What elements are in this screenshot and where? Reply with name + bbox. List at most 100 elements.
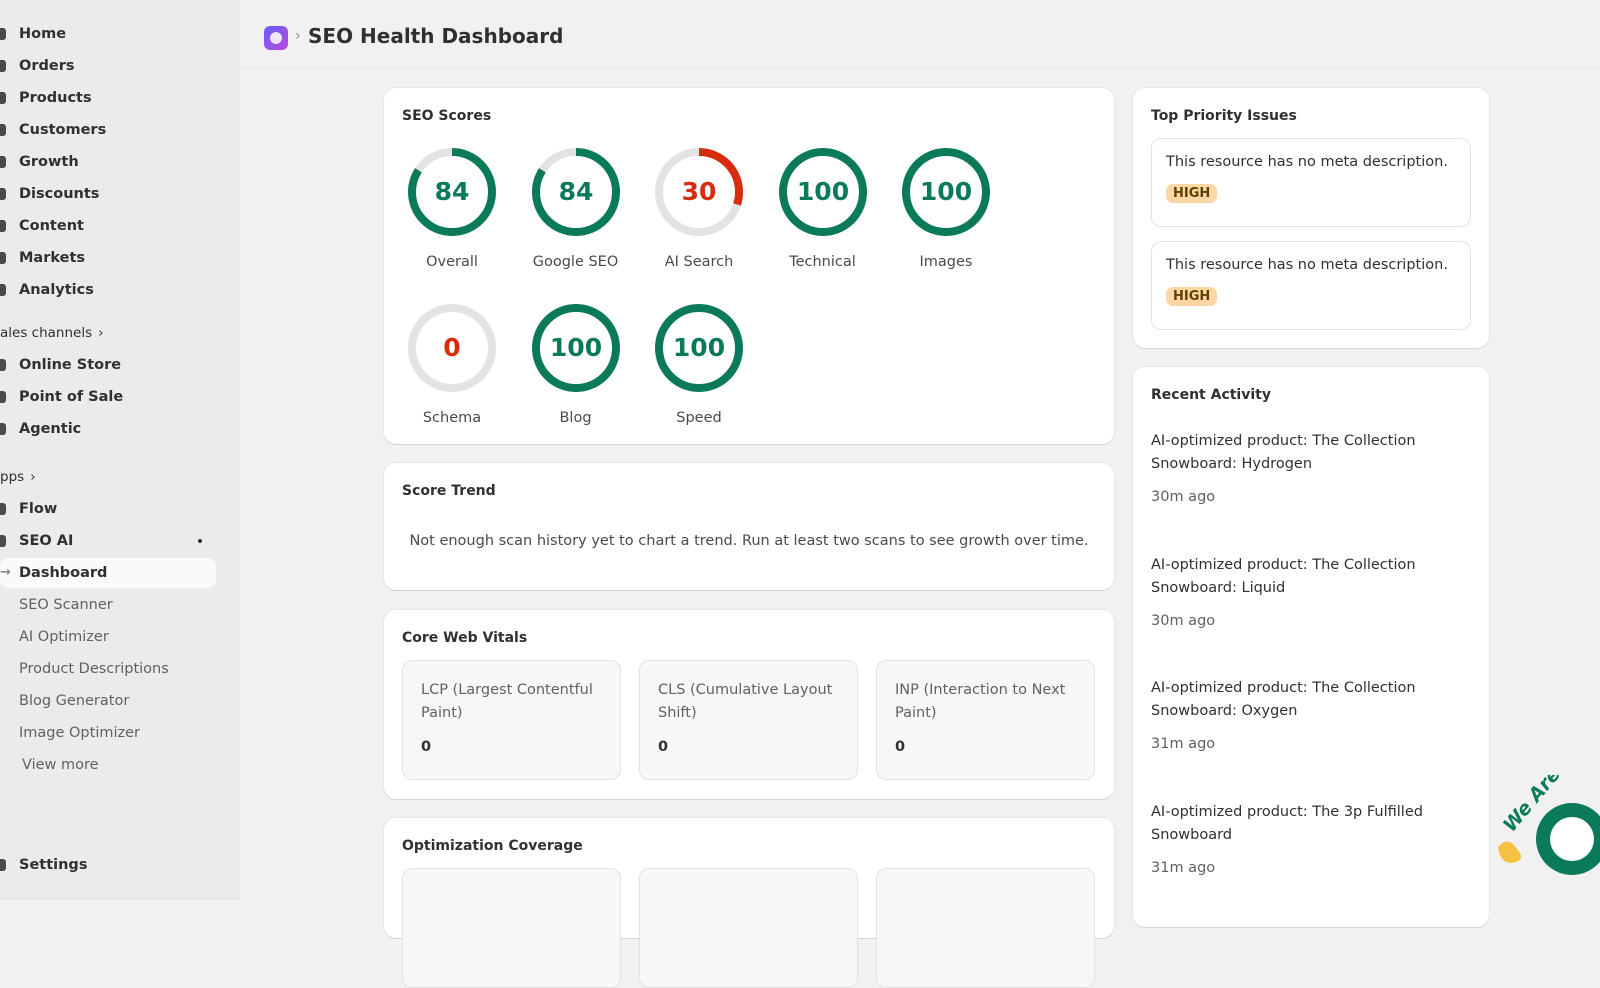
vital-value: 0: [421, 739, 432, 755]
activity-time: 30m ago: [1151, 612, 1216, 629]
nav-item[interactable]: Online Store: [0, 350, 216, 380]
nav-item[interactable]: AI Optimizer: [19, 629, 109, 645]
activity-time: 31m ago: [1151, 736, 1216, 753]
coverage-tile: [639, 868, 858, 988]
score-gauge: 30 AI Search: [649, 144, 749, 270]
nav-item[interactable]: Settings: [0, 850, 216, 880]
vital-label: LCP (Largest Contentful Paint): [421, 682, 593, 721]
issue-item[interactable]: This resource has no meta description. HI…: [1151, 241, 1471, 330]
gauge-arc: [655, 148, 743, 236]
nav-icon: [0, 359, 6, 371]
score-gauge: 84 Google SEO: [526, 144, 626, 270]
nav-item[interactable]: Flow: [0, 494, 216, 524]
gauge-label: Google SEO: [532, 254, 619, 270]
gauge-label: Schema: [422, 409, 482, 426]
nav-item[interactable]: Home: [0, 19, 216, 49]
gauge-value: 100: [796, 177, 848, 206]
vital-value: 0: [658, 739, 669, 755]
gauge-ring: 30: [655, 148, 743, 236]
app-icon: [264, 26, 288, 50]
nav-icon: [0, 391, 6, 403]
card-title: Core Web Vitals: [402, 630, 528, 646]
score-gauge: 100 Images: [896, 144, 996, 270]
activity-item: AI-optimized product: The 3p Fulfilled S…: [1151, 801, 1451, 876]
activity-item: AI-optimized product: The Collection Sno…: [1151, 677, 1451, 752]
gauge-arc: [408, 148, 496, 236]
chevron: ›: [98, 325, 104, 341]
nav-item[interactable]: Products: [0, 83, 216, 113]
gauge-arc: [531, 303, 620, 392]
nav-item[interactable]: Content: [0, 211, 216, 241]
vital-tile: LCP (Largest Contentful Paint) 0: [402, 660, 621, 780]
card-title: SEO Scores: [402, 108, 492, 124]
nav-item[interactable]: Blog Generator: [19, 693, 130, 709]
nav-icon: [0, 60, 6, 72]
gauge-ring: 0: [408, 303, 496, 392]
nav-item[interactable]: Point of Sale: [0, 382, 216, 412]
gauge-arc: [531, 148, 620, 236]
issue-text: This resource has no meta description.: [1166, 257, 1448, 273]
vital-label: INP (Interaction to Next Paint): [895, 682, 1066, 721]
chat-widget[interactable]: We Are: [1490, 775, 1600, 900]
gauge-value: 100: [673, 333, 725, 362]
gauge-value: 100: [920, 177, 972, 206]
activity-text: AI-optimized product: The 3p Fulfilled S…: [1151, 804, 1423, 844]
nav-item[interactable]: Customers: [0, 115, 216, 145]
page-title: SEO Health Dashboard: [308, 24, 564, 48]
severity-badge: HIGH: [1166, 184, 1218, 203]
card-title: Score Trend: [402, 483, 496, 499]
card-title: Top Priority Issues: [1151, 108, 1297, 124]
vital-tile: INP (Interaction to Next Paint) 0: [876, 660, 1095, 780]
activity-text: AI-optimized product: The Collection Sno…: [1151, 556, 1416, 596]
nav-item[interactable]: Agentic: [0, 414, 216, 444]
score-gauge: 100 Blog: [526, 300, 626, 426]
nav-icon: [0, 535, 6, 547]
nav-item[interactable]: Product Descriptions: [19, 661, 169, 677]
card-title: Optimization Coverage: [402, 838, 583, 854]
nav-item[interactable]: pps ›: [0, 469, 36, 485]
coverage-tile: [402, 868, 621, 988]
nav-item[interactable]: Orders: [0, 51, 216, 81]
issue-item[interactable]: This resource has no meta description. HI…: [1151, 138, 1471, 227]
score-trend-card: Score Trend Not enough scan history yet …: [384, 463, 1114, 590]
nav-icon: [0, 503, 6, 515]
nav-item[interactable]: Markets: [0, 243, 216, 273]
score-gauge: 100 Speed: [649, 300, 749, 426]
nav-icon: [0, 28, 6, 40]
nav-item[interactable]: SEO AI: [0, 526, 216, 556]
severity-badge: HIGH: [1166, 287, 1218, 306]
gauge-value: 84: [558, 177, 593, 206]
activity-text: AI-optimized product: The Collection Sno…: [1151, 680, 1416, 720]
issue-text: This resource has no meta description.: [1166, 154, 1448, 170]
optimization-coverage-card: Optimization Coverage: [384, 818, 1114, 988]
nav-item[interactable]: Image Optimizer: [19, 725, 140, 741]
vital-tile: CLS (Cumulative Layout Shift) 0: [639, 660, 858, 780]
nav-icon: [0, 220, 6, 232]
nav-item[interactable]: Dashboard →: [0, 558, 216, 588]
nav-icon: [0, 124, 6, 136]
score-gauge: 84 Overall: [402, 144, 502, 270]
gauge-value: 100: [549, 333, 601, 362]
nav-item[interactable]: Growth: [0, 147, 216, 177]
score-gauge: 100 Technical: [773, 144, 873, 270]
nav-icon: [0, 423, 6, 435]
nav-item[interactable]: Discounts: [0, 179, 216, 209]
gauge-label: AI Search: [664, 254, 734, 270]
score-gauge: 0 Schema: [402, 300, 502, 426]
nav-item[interactable]: ales channels ›: [0, 325, 104, 341]
chat-bubble-inner: [1550, 817, 1594, 861]
vital-label: CLS (Cumulative Layout Shift): [658, 682, 833, 721]
nav-item[interactable]: Analytics: [0, 275, 216, 305]
card-title: Recent Activity: [1151, 387, 1271, 403]
status-dot: [198, 539, 202, 543]
recent-activity-card: Recent Activity AI-optimized product: Th…: [1133, 367, 1489, 927]
nav-item[interactable]: View more: [22, 757, 99, 773]
gauge-ring: 100: [655, 303, 743, 392]
gauge-value: 0: [443, 333, 460, 362]
top-bar: › SEO Health Dashboard: [241, 0, 1600, 69]
chat-graphic: We Are: [1498, 775, 1600, 875]
nav-item[interactable]: SEO Scanner: [19, 597, 113, 613]
gauge-label: Technical: [789, 254, 856, 270]
